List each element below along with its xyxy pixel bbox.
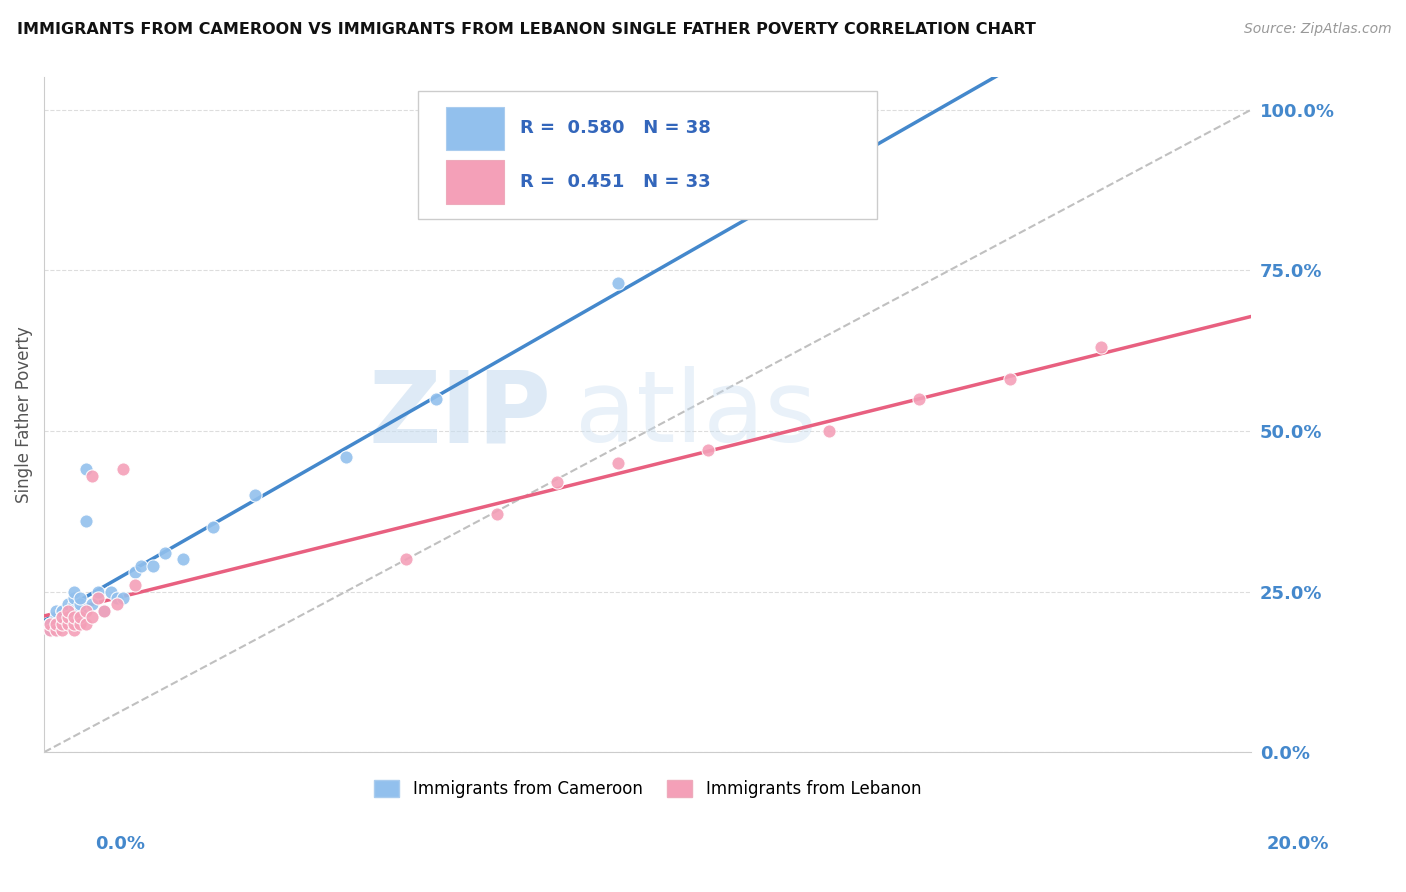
Legend: Immigrants from Cameroon, Immigrants from Lebanon: Immigrants from Cameroon, Immigrants fro… (367, 773, 928, 805)
Text: atlas: atlas (575, 367, 817, 463)
Point (45, 604, 67, 618)
Point (45, 610, 67, 624)
Point (58, 616, 80, 631)
Point (111, 462, 134, 476)
Point (75, 514, 97, 528)
Point (63, 591, 86, 605)
Point (51, 604, 73, 618)
Point (129, 558, 152, 573)
Point (93, 604, 115, 618)
Point (69, 610, 91, 624)
Point (172, 552, 194, 566)
Point (998, 372, 1021, 386)
Point (58, 610, 80, 624)
Point (124, 566, 146, 580)
Text: ZIP: ZIP (368, 367, 551, 463)
Point (93, 604, 115, 618)
Point (100, 584, 122, 599)
Point (335, 450, 357, 464)
Point (51, 623, 73, 637)
Point (82, 598, 104, 612)
Point (69, 604, 91, 618)
Point (606, 276, 628, 290)
Point (45, 623, 67, 637)
Point (245, 488, 267, 502)
Point (87, 584, 110, 599)
FancyBboxPatch shape (446, 161, 505, 204)
Point (45, 616, 67, 631)
Point (153, 546, 176, 560)
Point (51, 610, 73, 624)
Text: R =  0.580   N = 38: R = 0.580 N = 38 (520, 120, 710, 137)
Point (58, 604, 80, 618)
Point (75, 462, 97, 476)
Point (75, 604, 97, 618)
Point (1090, 340, 1112, 354)
Point (45, 623, 67, 637)
Point (51, 610, 73, 624)
Point (111, 591, 134, 605)
Point (58, 598, 80, 612)
Point (63, 604, 86, 618)
Point (39, 616, 62, 631)
Point (39, 616, 62, 631)
Point (908, 392, 931, 406)
Point (395, 552, 418, 566)
Point (69, 591, 91, 605)
Point (425, 392, 447, 406)
Point (51, 616, 73, 631)
Point (485, 508, 508, 522)
Y-axis label: Single Father Poverty: Single Father Poverty (15, 326, 32, 503)
Text: R =  0.451   N = 33: R = 0.451 N = 33 (520, 173, 710, 192)
Point (105, 591, 128, 605)
Point (39, 623, 62, 637)
Point (142, 558, 165, 573)
Point (202, 520, 225, 534)
Text: IMMIGRANTS FROM CAMEROON VS IMMIGRANTS FROM LEBANON SINGLE FATHER POVERTY CORREL: IMMIGRANTS FROM CAMEROON VS IMMIGRANTS F… (17, 22, 1036, 37)
Point (69, 598, 91, 612)
Point (63, 623, 86, 637)
Text: 0.0%: 0.0% (96, 835, 146, 853)
Point (63, 616, 86, 631)
Text: Source: ZipAtlas.com: Source: ZipAtlas.com (1244, 22, 1392, 37)
Point (63, 610, 86, 624)
Point (87, 591, 110, 605)
Point (51, 616, 73, 631)
Point (82, 610, 104, 624)
Point (39, 623, 62, 637)
Point (75, 616, 97, 631)
Point (63, 584, 86, 599)
Text: 20.0%: 20.0% (1267, 835, 1329, 853)
Point (105, 598, 128, 612)
Point (51, 604, 73, 618)
Point (124, 578, 146, 592)
Point (606, 456, 628, 470)
Point (546, 475, 568, 490)
Point (697, 443, 720, 458)
Point (58, 604, 80, 618)
FancyBboxPatch shape (419, 91, 877, 219)
Point (58, 610, 80, 624)
Point (82, 468, 104, 483)
FancyBboxPatch shape (446, 106, 505, 151)
Point (63, 598, 86, 612)
Point (63, 610, 86, 624)
Point (69, 616, 91, 631)
Point (818, 424, 841, 438)
